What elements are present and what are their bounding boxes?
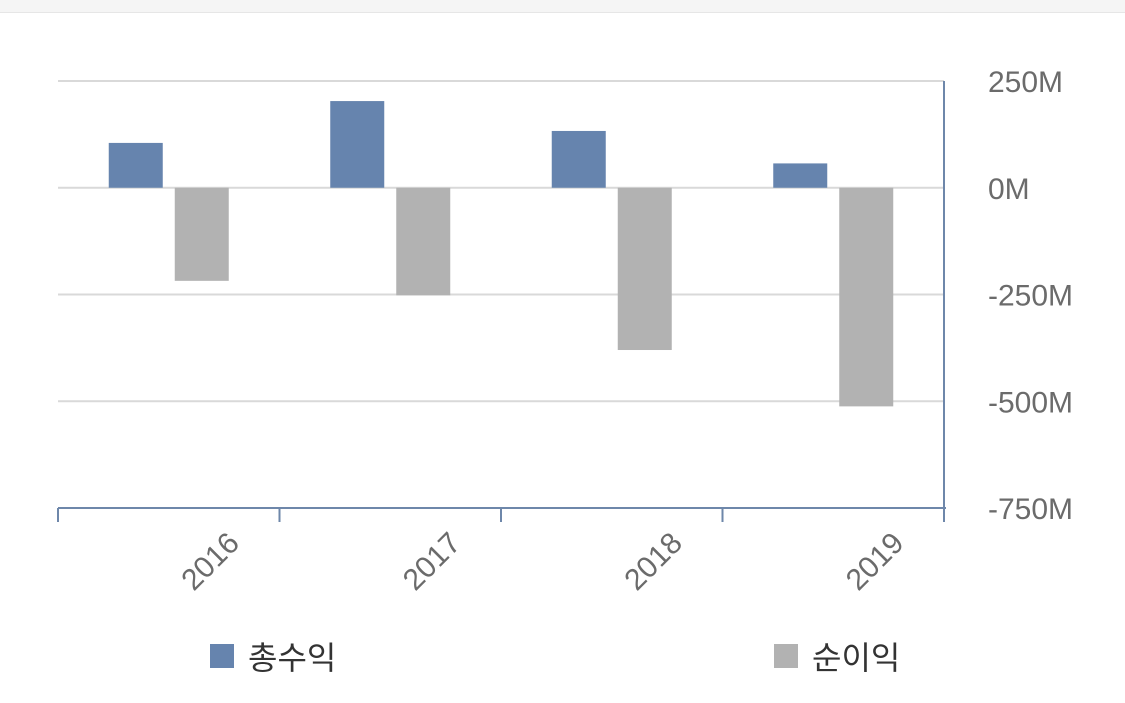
y-tick-label-2: -250M bbox=[988, 280, 1073, 313]
legend-label-0: 총수익 bbox=[248, 640, 337, 676]
y-tick-label-1: 0M bbox=[988, 173, 1030, 206]
bar-revenue-2016[interactable] bbox=[108, 142, 163, 188]
bar-net-income-2018[interactable] bbox=[617, 187, 672, 351]
y-tick-label-0: 250M bbox=[988, 66, 1063, 99]
bar-net-income-2016[interactable] bbox=[174, 187, 229, 281]
legend-item-0[interactable]: 총수익 bbox=[210, 636, 336, 676]
y-tick-label-3: -500M bbox=[988, 386, 1073, 419]
bar-net-income-2017[interactable] bbox=[396, 187, 451, 296]
y-tick-label-4: -750M bbox=[988, 493, 1073, 526]
x-tick-label-2016: 2016 bbox=[175, 526, 246, 597]
legend-swatch-1 bbox=[774, 644, 798, 668]
bar-revenue-2017[interactable] bbox=[330, 101, 385, 188]
bar-net-income-2019[interactable] bbox=[839, 187, 894, 407]
x-tick-label-2019: 2019 bbox=[840, 526, 911, 597]
x-tick-label-2018: 2018 bbox=[618, 526, 689, 597]
top-rule bbox=[0, 0, 1125, 13]
x-tick-label-2017: 2017 bbox=[397, 526, 468, 597]
legend-swatch-0 bbox=[210, 644, 234, 668]
legend-item-1[interactable]: 순이익 bbox=[774, 636, 900, 676]
legend-label-1: 순이익 bbox=[812, 640, 901, 676]
bar-revenue-2019[interactable] bbox=[773, 163, 828, 188]
bar-revenue-2018[interactable] bbox=[551, 130, 606, 188]
